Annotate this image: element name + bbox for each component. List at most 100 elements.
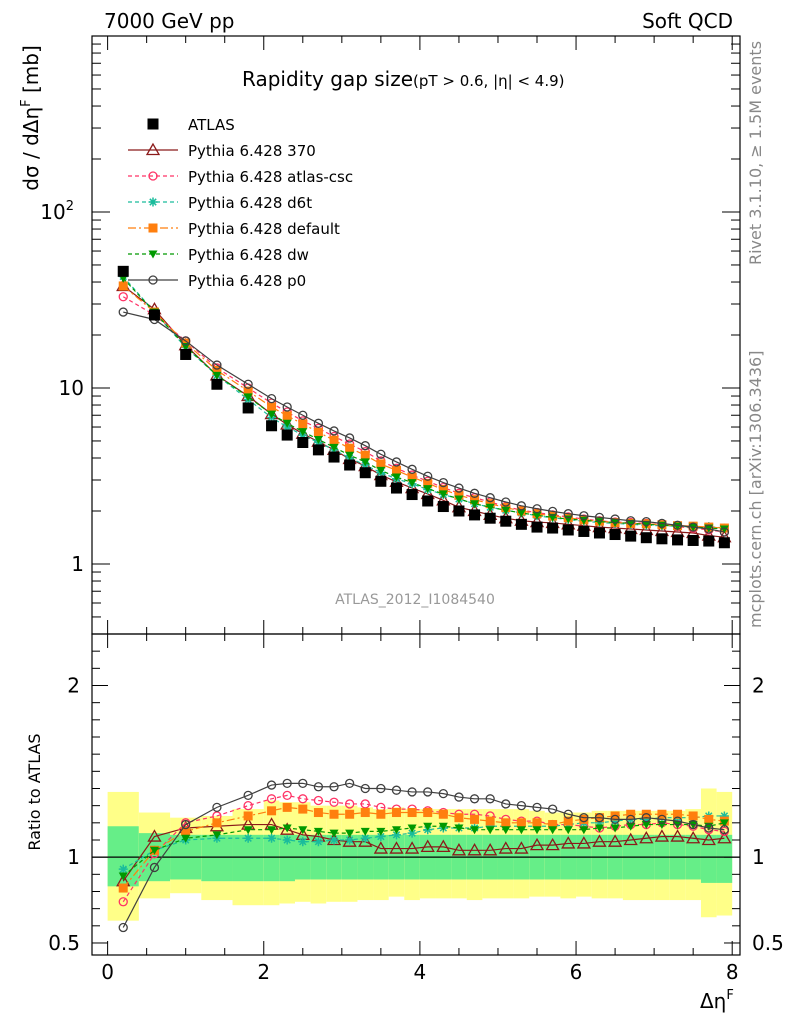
data-point <box>719 525 729 534</box>
ratio-point <box>688 819 698 830</box>
ratio-point <box>313 827 323 836</box>
data-point <box>298 410 308 420</box>
band-inner <box>716 834 733 883</box>
ratio-point <box>470 814 480 824</box>
legend-marker <box>148 223 158 233</box>
ratio-point <box>514 841 529 854</box>
ratio-point <box>344 799 355 809</box>
data-point <box>117 265 129 277</box>
legend-item: ATLAS <box>147 116 235 134</box>
data-point <box>212 371 222 380</box>
ratio-point <box>704 814 714 824</box>
ratio-point <box>483 842 498 856</box>
ratio-point <box>623 832 638 846</box>
ratio-point <box>423 787 433 797</box>
series-line <box>122 285 725 529</box>
ratio-point <box>594 818 604 828</box>
data-point <box>562 524 574 536</box>
data-point <box>376 466 386 475</box>
data-point <box>118 281 128 291</box>
data-point <box>313 427 323 437</box>
series-line <box>122 276 725 529</box>
data-point <box>391 473 401 482</box>
ratio-point <box>149 862 160 873</box>
ratio-point <box>672 816 683 826</box>
ratio-point <box>670 829 685 842</box>
ratio-point <box>641 814 651 824</box>
ratio-series-pythia-6-428-p0 <box>118 778 730 933</box>
ratio-point <box>516 826 526 835</box>
ratio-point <box>423 808 433 818</box>
ratio-point <box>407 824 417 833</box>
ratio-point <box>561 836 576 849</box>
ratio-point <box>563 826 573 835</box>
legend-marker <box>148 171 158 181</box>
ratio-point <box>389 841 404 854</box>
data-point <box>390 482 402 494</box>
ratio-xtick-label: 6 <box>570 960 583 984</box>
header-right: Soft QCD <box>642 9 733 33</box>
legend-label: ATLAS <box>188 116 235 134</box>
ratio-point <box>313 782 324 792</box>
rivet-label: Rivet 3.1.10, ≥ 1.5M events <box>746 41 765 265</box>
ratio-point <box>501 818 511 828</box>
data-point <box>704 524 714 534</box>
ratio-point <box>529 837 545 851</box>
ratio-point <box>212 802 222 813</box>
data-point <box>391 457 402 467</box>
data-point <box>500 515 512 527</box>
series-pythia-6-428-p0 <box>118 307 730 537</box>
ratio-point <box>313 808 323 818</box>
ratio-point <box>345 835 355 845</box>
ratio-point <box>657 809 667 819</box>
ratio-point <box>329 782 339 792</box>
data-point <box>438 484 448 494</box>
ratio-point <box>329 835 339 845</box>
legend-item: Pythia 6.428 default <box>128 220 340 238</box>
ratio-point <box>470 826 480 835</box>
data-point <box>328 451 340 463</box>
data-point <box>282 419 292 428</box>
data-point <box>118 292 128 302</box>
ratio-xtick-label: 4 <box>414 960 427 984</box>
ratio-point <box>485 826 495 835</box>
ratio-point <box>298 778 308 788</box>
ratio-point <box>267 806 277 816</box>
ratio-frame <box>91 633 741 956</box>
ratio-point <box>118 922 128 933</box>
data-point <box>344 433 355 443</box>
main-series <box>116 265 732 549</box>
data-point <box>703 535 715 547</box>
legend-marker <box>148 197 158 207</box>
data-point <box>242 402 254 414</box>
data-point <box>626 516 636 526</box>
data-point <box>391 465 401 475</box>
data-point <box>345 443 355 453</box>
ratio-point <box>501 799 511 809</box>
ratio-ytick-label: 0.5 <box>48 931 80 955</box>
ratio-ytick-label: 1 <box>67 845 80 869</box>
ratio-point <box>498 841 513 854</box>
ratio-point <box>516 801 527 811</box>
ratio-point <box>454 792 464 802</box>
ratio-point <box>298 837 308 847</box>
ratio-ylabel: Ratio to ATLAS <box>25 733 44 850</box>
ratio-point <box>329 809 339 819</box>
data-point <box>407 464 417 474</box>
data-point <box>547 522 559 534</box>
data-point <box>532 504 542 514</box>
band-inner <box>263 834 280 882</box>
data-point <box>345 451 355 460</box>
data-point <box>407 472 417 482</box>
ratio-xtick-label: 8 <box>726 960 739 984</box>
main-panel: 1 10 102 <box>40 35 741 635</box>
ratio-point <box>376 809 386 819</box>
legend-label: Pythia 6.428 d6t <box>188 194 312 212</box>
data-point <box>438 490 448 499</box>
ratio-point <box>147 829 162 842</box>
ratio-point <box>243 833 253 843</box>
ratio-point <box>423 822 433 831</box>
ratio-point <box>391 808 401 818</box>
ratio-point <box>266 794 277 804</box>
ratio-point <box>243 811 253 821</box>
